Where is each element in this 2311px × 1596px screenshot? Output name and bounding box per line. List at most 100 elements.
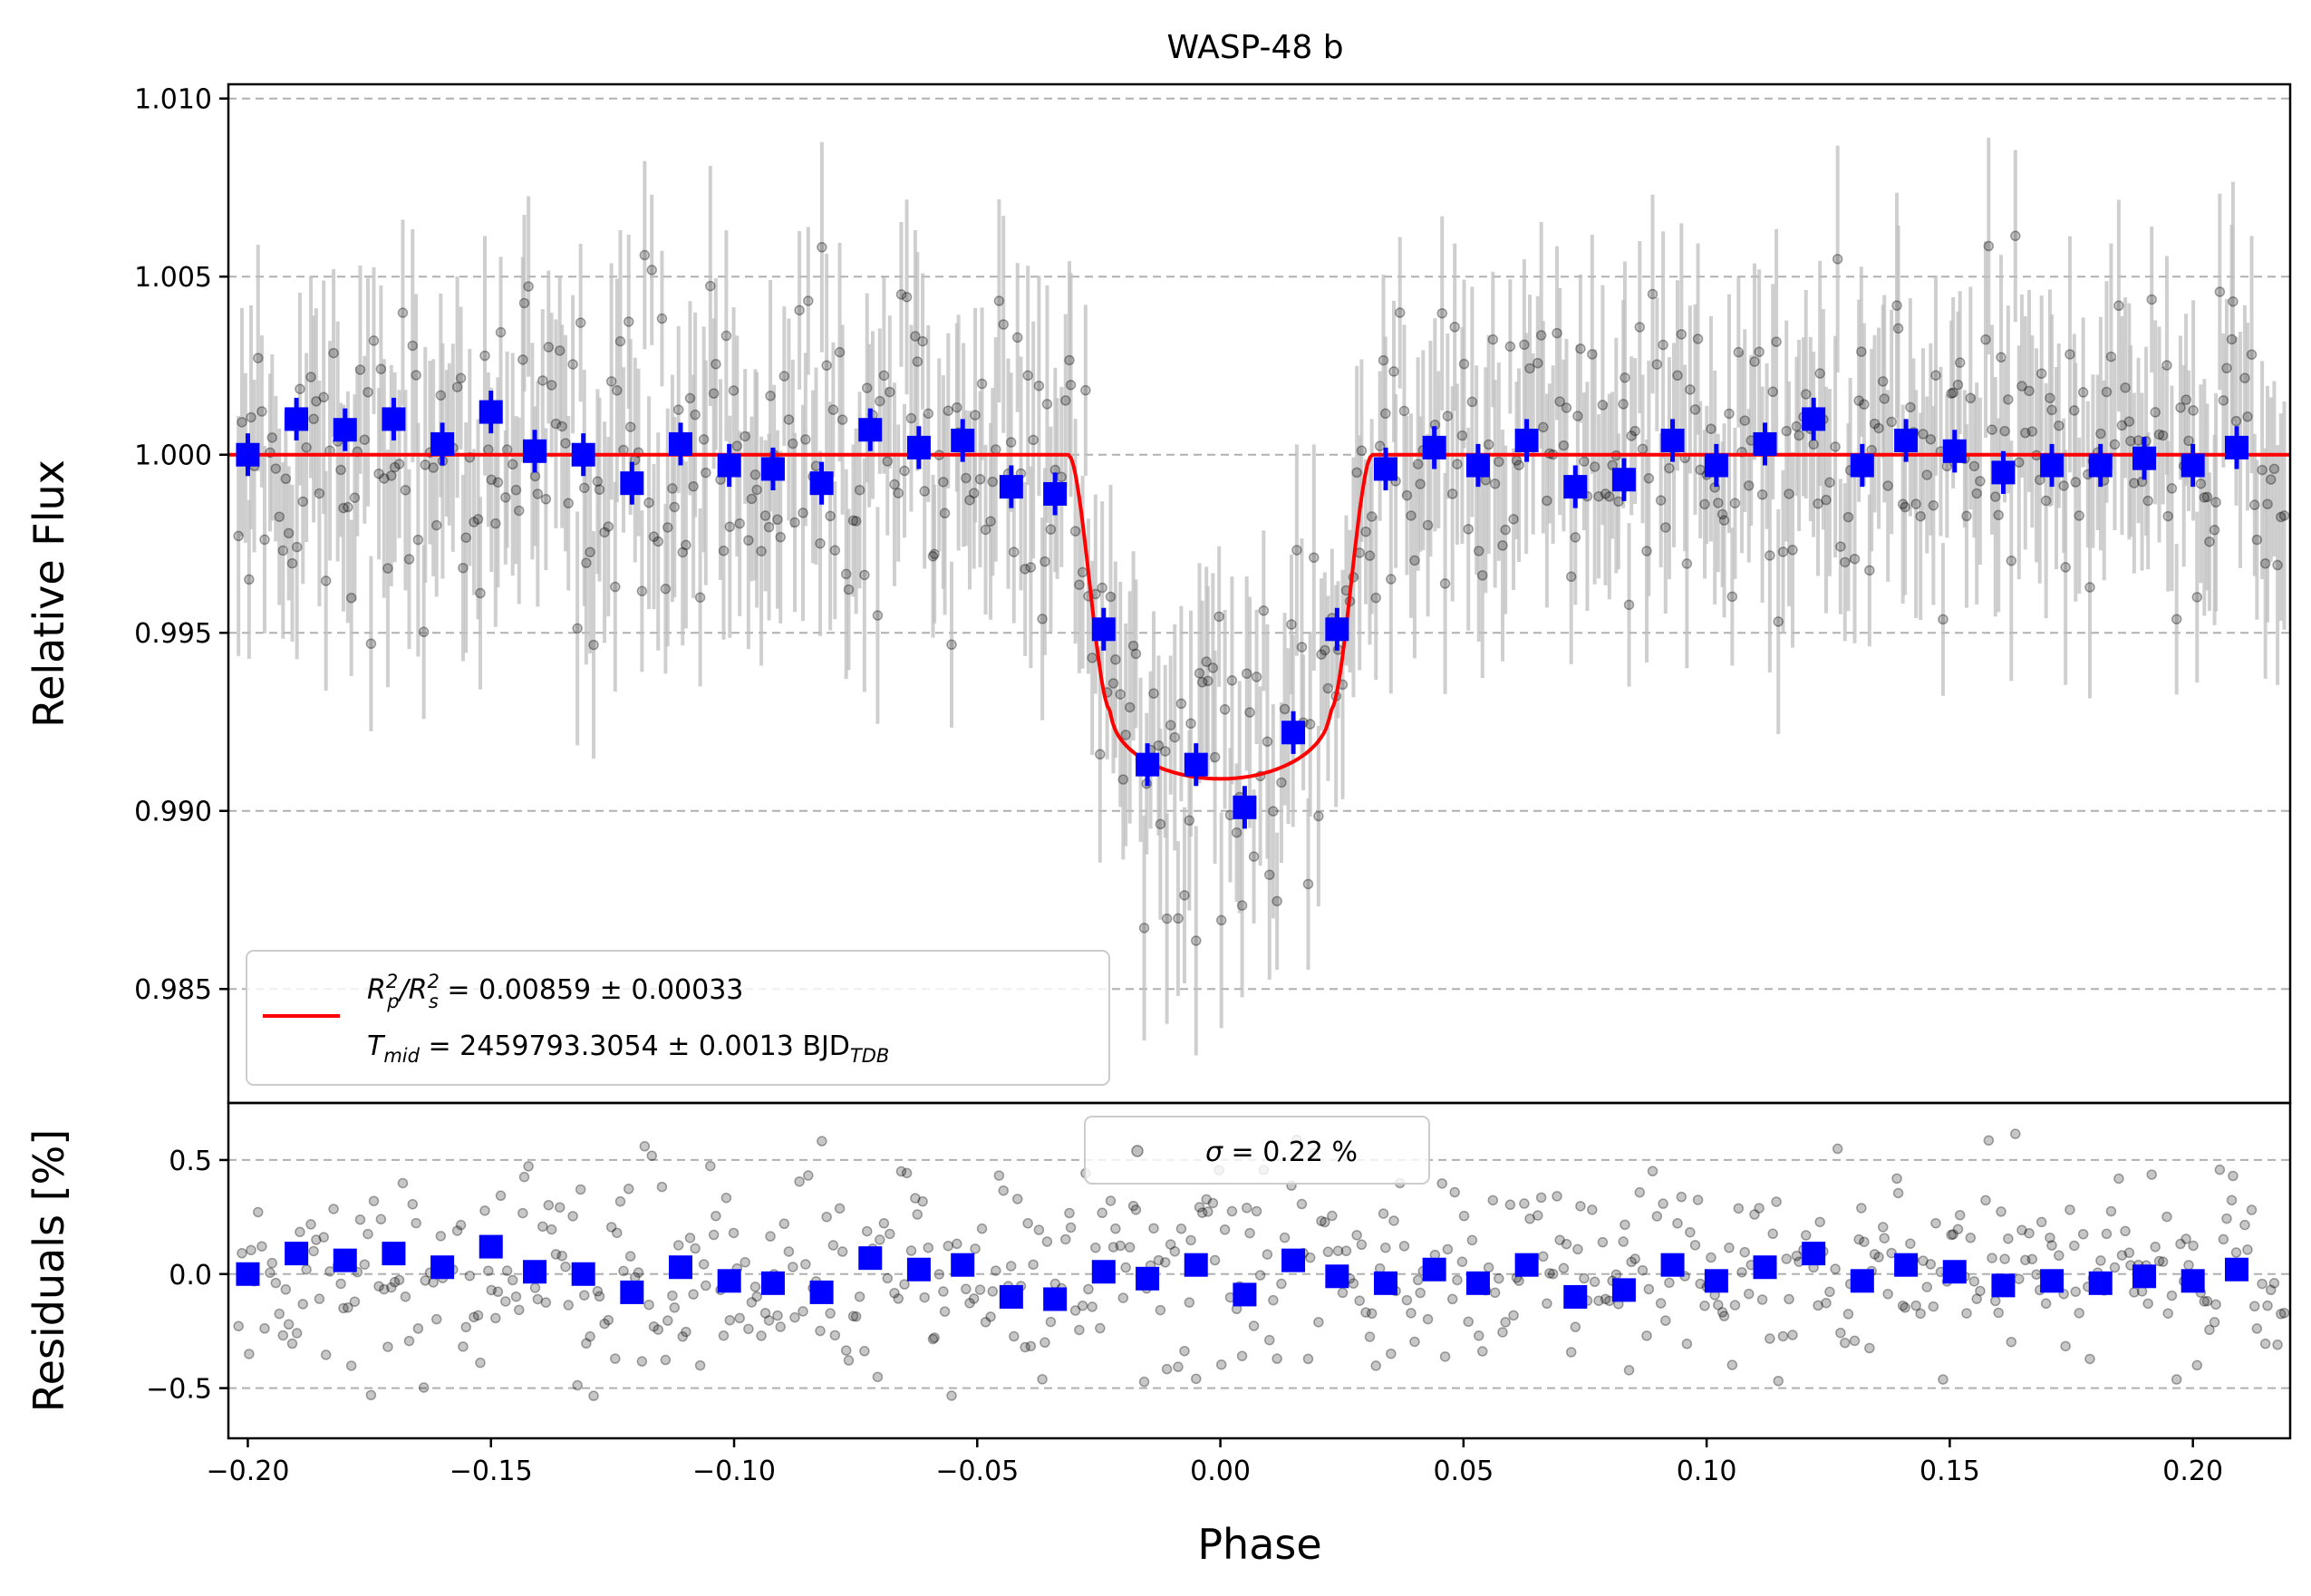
residual-point xyxy=(550,1249,562,1260)
residual-point xyxy=(375,1214,387,1225)
raw-point xyxy=(1497,540,1508,551)
residual-point xyxy=(556,1251,567,1262)
residual-point xyxy=(2142,1298,2153,1310)
residual-point xyxy=(1839,1337,1851,1349)
residual-point xyxy=(1787,1330,1798,1340)
raw-point xyxy=(734,517,745,529)
raw-point xyxy=(946,639,957,651)
residual-point xyxy=(1946,1229,1957,1241)
raw-point xyxy=(305,372,316,382)
residual-point xyxy=(460,1321,471,1333)
raw-point xyxy=(1105,591,1117,603)
residual-point xyxy=(2016,1224,2027,1236)
residual-point xyxy=(314,1293,325,1304)
residual-point xyxy=(1824,1286,1835,1298)
raw-point xyxy=(1905,401,1916,413)
raw-point xyxy=(789,517,800,528)
residual-point xyxy=(2262,1300,2273,1311)
raw-point xyxy=(817,242,827,253)
top-y-tick-label: 1.000 xyxy=(134,440,212,472)
residual-point xyxy=(660,1354,672,1366)
residual-point xyxy=(938,1286,949,1297)
residual-point xyxy=(1097,1207,1107,1219)
raw-point xyxy=(1203,675,1214,687)
residual-point xyxy=(825,1308,836,1319)
residual-point xyxy=(1153,1254,1165,1266)
residual-point xyxy=(708,1229,720,1241)
residual-point xyxy=(751,1291,762,1302)
residual-point xyxy=(246,1244,256,1256)
residual-point xyxy=(840,1345,852,1356)
residual-point xyxy=(749,1282,761,1292)
binned-residual-point xyxy=(2132,1264,2157,1289)
residual-point xyxy=(648,1320,660,1332)
residual-point xyxy=(1835,1327,1846,1339)
raw-point xyxy=(1869,418,1881,430)
top-panel: 0.985 0.990 0.995 1.000 1.005 1.010 Relative … xyxy=(24,82,2292,1105)
residual-point xyxy=(1716,1307,1728,1318)
raw-point xyxy=(1065,379,1077,391)
raw-point xyxy=(1643,473,1655,484)
residual-point xyxy=(2210,1299,2221,1311)
binned-residual-point xyxy=(1563,1284,1588,1309)
residual-point xyxy=(878,1218,890,1229)
residual-point xyxy=(636,1356,648,1367)
raw-point xyxy=(2209,524,2220,536)
residual-point xyxy=(1634,1186,1646,1198)
binned-point xyxy=(717,453,741,478)
residual-point xyxy=(759,1308,771,1319)
residual-point xyxy=(1494,1272,1504,1284)
residual-point xyxy=(2191,1359,2203,1371)
raw-point xyxy=(728,385,740,396)
legend-sigma-entry: σ = 0.22 % xyxy=(1205,1137,1358,1168)
residual-point xyxy=(614,1195,626,1207)
raw-point xyxy=(2020,427,2031,439)
residual-point xyxy=(1513,1275,1524,1286)
residual-point xyxy=(974,1284,986,1295)
residual-point xyxy=(895,1166,907,1177)
raw-point xyxy=(1087,653,1097,663)
residual-point xyxy=(681,1326,691,1338)
residual-point xyxy=(2228,1170,2238,1182)
residual-point xyxy=(2026,1253,2038,1265)
residual-point xyxy=(1554,1234,1565,1245)
residual-point xyxy=(335,1278,346,1290)
residual-point xyxy=(701,1280,711,1291)
raw-point xyxy=(1196,677,1208,688)
raw-point xyxy=(1672,370,1683,382)
residual-point xyxy=(2054,1250,2064,1262)
raw-point xyxy=(1374,440,1386,451)
residual-point xyxy=(1364,1331,1376,1342)
binned-point xyxy=(2132,446,2157,470)
raw-point xyxy=(759,510,771,521)
raw-point xyxy=(1364,550,1376,561)
raw-point xyxy=(469,517,479,527)
raw-point xyxy=(233,530,244,542)
raw-point xyxy=(2101,386,2113,398)
raw-point xyxy=(1508,514,1519,525)
residual-point xyxy=(1718,1311,1730,1321)
residual-point xyxy=(847,1311,859,1322)
raw-point xyxy=(328,347,339,359)
raw-point xyxy=(1107,678,1119,689)
raw-point xyxy=(2109,439,2121,450)
residual-point xyxy=(1597,1236,1609,1248)
residual-point xyxy=(379,1283,390,1295)
raw-point xyxy=(1194,668,1205,679)
residual-point xyxy=(1930,1217,1941,1229)
residual-point xyxy=(1175,1224,1187,1234)
binned-residual-point xyxy=(668,1255,692,1280)
residual-point xyxy=(382,1341,393,1352)
residual-point xyxy=(563,1300,574,1311)
raw-point xyxy=(987,476,999,488)
raw-point xyxy=(472,514,484,525)
residual-point xyxy=(1069,1305,1081,1316)
raw-point xyxy=(523,281,534,292)
binned-residual-point xyxy=(285,1242,309,1266)
residual-point xyxy=(510,1291,522,1302)
residual-point xyxy=(1558,1262,1570,1274)
residual-point xyxy=(1191,1373,1202,1385)
raw-point xyxy=(749,469,761,480)
raw-point xyxy=(919,486,930,497)
raw-point xyxy=(1613,496,1624,508)
